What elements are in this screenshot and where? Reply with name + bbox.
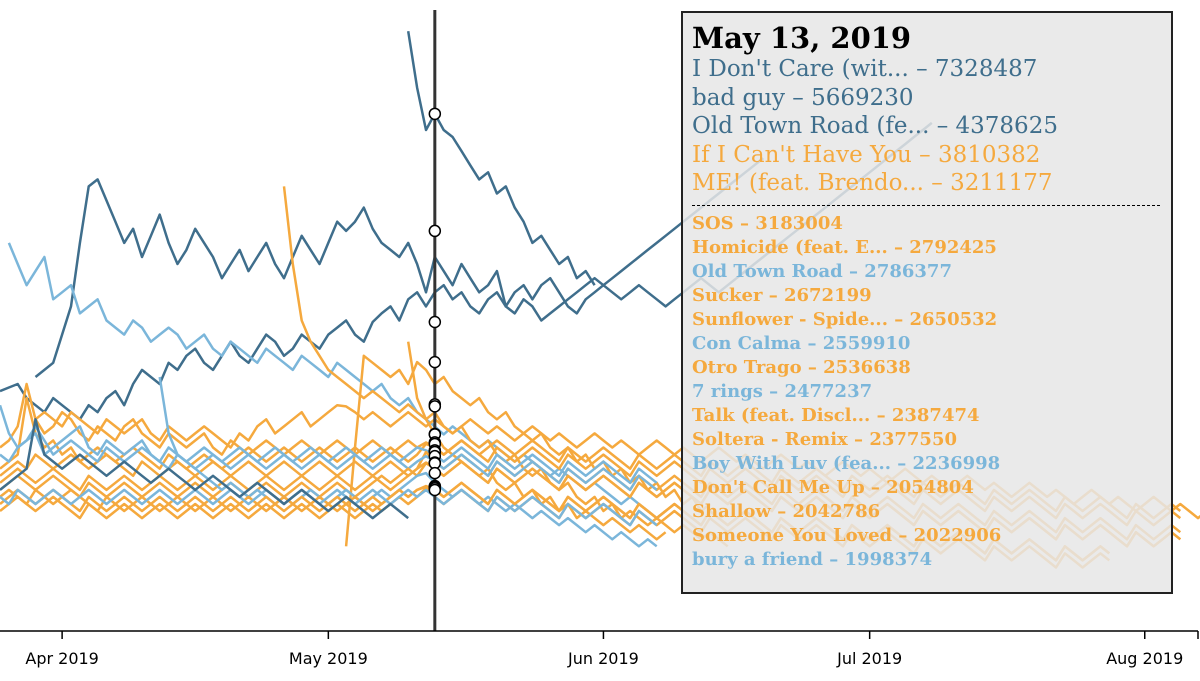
hover-marker-5 — [428, 400, 442, 413]
tooltip-rest-row-3: Sucker – 2672199 — [692, 284, 872, 306]
series-line-15: Boy With Luv (feat. Halsey) — [158, 376, 658, 548]
series-line-0: I Don't Care (with Justin Bieber) — [406, 31, 596, 286]
hover-marker-1 — [428, 224, 442, 238]
hover-marker-0 — [428, 107, 442, 121]
tooltip-rest-row-1: Homicide (feat. E... – 2792425 — [692, 236, 997, 258]
hover-marker-2 — [428, 315, 442, 329]
x-axis: Apr 2019 May 2019 Jun 2019 Jul 2019 Aug 2019 — [0, 630, 1199, 668]
tooltip-rest-list: SOS – 3183004 Homicide (feat. E... – 2792… — [692, 212, 1161, 572]
series-line-19: bury a friend — [0, 488, 658, 527]
tooltip-rest-row-14: bury a friend – 1998374 — [692, 548, 933, 570]
tooltip-rest-row-11: Don't Call Me Up – 2054804 — [692, 476, 974, 498]
tooltip-rest-row-0: SOS – 3183004 — [692, 212, 843, 234]
tooltip-rest-row-9: Soltera - Remix – 2377550 — [692, 428, 957, 450]
tooltip-rest-row-13: Someone You Loved – 2022906 — [692, 524, 1002, 546]
tooltip-rest-row-4: Sunflower - Spide... – 2650532 — [692, 308, 998, 330]
series-line-20: Sweet but Psycho — [0, 418, 409, 520]
tooltip-top-row-0: I Don't Care (wit... – 7328487 — [692, 56, 1038, 82]
series-line-7: Homicide (feat. Eminem) — [406, 341, 667, 541]
tooltip-rest-row-10: Boy With Luv (fea... – 2236998 — [692, 452, 1001, 474]
hover-marker-19 — [428, 483, 442, 497]
tooltip-rest-row-12: Shallow – 2042786 — [692, 500, 881, 522]
tooltip-divider — [692, 204, 1160, 206]
tooltip-top-row-2: Old Town Road (fe... – 4378625 — [692, 113, 1058, 139]
series-line-1: bad guy — [34, 157, 764, 378]
tooltip-top-row-3: If I Can't Have You – 3810382 — [692, 141, 1041, 168]
hover-marker-15 — [428, 466, 442, 480]
hover-tooltip: May 13, 2019 I Don't Care (wit... – 7328… — [681, 11, 1173, 594]
hover-marker-3 — [428, 355, 442, 369]
x-tick-label-2: Jun 2019 — [567, 649, 639, 668]
series-line-3: Old Town Road — [7, 242, 667, 520]
x-tick-label-0: Apr 2019 — [25, 649, 98, 668]
tooltip-rest-row-6: Otro Trago – 2536638 — [692, 356, 911, 378]
series-line-12: 7 rings — [0, 404, 658, 492]
x-tick-label-4: Aug 2019 — [1106, 649, 1183, 668]
x-tick-label-3: Jul 2019 — [836, 649, 902, 668]
tooltip-top-row-4: ME! (feat. Brendo... – 3211177 — [692, 170, 1053, 196]
tooltip-date: May 13, 2019 — [692, 21, 912, 55]
x-tick-label-1: May 2019 — [289, 649, 368, 668]
tooltip-rest-row-5: Con Calma – 2559910 — [692, 332, 911, 354]
series-line-4: If I Can't Have You — [344, 354, 711, 547]
tooltip-rest-row-2: Old Town Road – 2786377 — [692, 260, 952, 282]
tooltip-rest-row-7: 7 rings – 2477237 — [692, 380, 873, 402]
hover-markers — [428, 107, 442, 497]
tooltip-rest-row-8: Talk (feat. Discl... – 2387474 — [692, 404, 980, 426]
tooltip-top-list: I Don't Care (wit... – 7328487 bad guy – … — [692, 55, 1161, 198]
tooltip-top-row-1: bad guy – 5669230 — [692, 84, 914, 111]
